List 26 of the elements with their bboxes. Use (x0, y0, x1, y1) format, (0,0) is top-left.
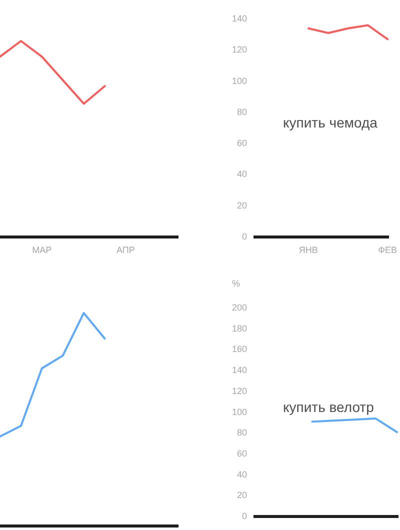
y-tick-label: 80 (236, 106, 247, 117)
y-tick-label: 20 (236, 200, 247, 210)
annotation: купить чемода (283, 114, 378, 130)
y-tick-label: 140 (232, 365, 247, 376)
x-tick-label: АПР (116, 244, 135, 255)
x-tick-label: МАР (32, 244, 52, 255)
y-tick-label: 140 (232, 13, 247, 24)
y-tick-label: 120 (232, 44, 247, 55)
y-tick-label: 0 (242, 511, 247, 522)
y-tick-label: 80 (236, 428, 247, 438)
y-tick-label: 120 (232, 386, 247, 396)
y-tick-label: 100 (232, 76, 247, 86)
y-tick-label: 40 (236, 469, 247, 480)
y-tick-label: 200 (232, 302, 247, 312)
x-tick-label: ЯНВ (298, 244, 318, 255)
y-tick-label: 100 (232, 406, 247, 417)
y-tick-label: 40 (236, 169, 247, 180)
y-tick-label: 60 (236, 138, 247, 148)
annotation: купить велотр (283, 398, 374, 415)
y-tick-label: 160 (232, 344, 247, 354)
y-tick-label: 20 (236, 490, 247, 500)
x-tick-label: ФЕВ (378, 244, 398, 255)
y-tick-label: 60 (236, 448, 247, 459)
y-axis-title: % (232, 278, 240, 288)
y-tick-label: 0 (242, 231, 247, 242)
y-tick-label: 180 (232, 323, 247, 334)
